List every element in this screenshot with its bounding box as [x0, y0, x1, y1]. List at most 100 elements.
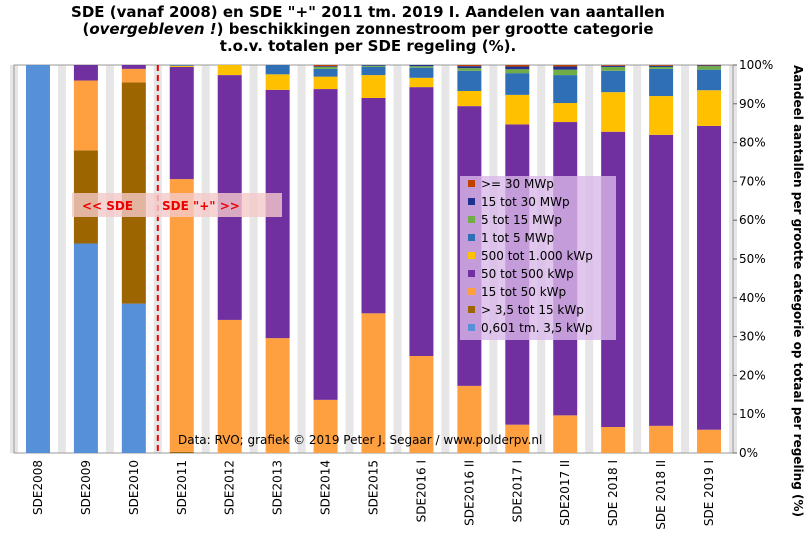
bar-segment [362, 75, 386, 98]
bar-segment [649, 67, 673, 69]
stripe [346, 65, 354, 453]
bar-segment [697, 70, 721, 91]
legend-label: >= 30 MWp [481, 177, 554, 191]
title-line: (overgebleven !) beschikkingen zonnestro… [82, 20, 653, 38]
legend-swatch [468, 234, 475, 241]
bar-segment [314, 67, 338, 69]
bar-segment [409, 65, 433, 66]
y-tick-label: 90% [739, 97, 766, 111]
bar-segment [649, 69, 673, 96]
bar-segment [505, 69, 529, 73]
bar-segment [697, 65, 721, 66]
bar-segment [697, 90, 721, 126]
bar-segment [457, 91, 481, 106]
y-tick-label: 70% [739, 174, 766, 188]
stripe [298, 65, 306, 453]
bar-segment [170, 67, 194, 179]
x-tick-label: SDE 2018 II [654, 460, 668, 530]
legend-label: 1 tot 5 MWp [481, 231, 554, 245]
bar-segment [505, 73, 529, 95]
title-line: SDE (vanaf 2008) en SDE "+" 2011 tm. 201… [71, 3, 665, 21]
y-tick-label: 40% [739, 291, 766, 305]
annotation: << SDE [82, 199, 133, 213]
x-tick-label: SDE2014 [319, 460, 333, 515]
bar-segment [601, 427, 625, 453]
bar-segment [266, 65, 290, 74]
stripe [633, 65, 641, 453]
x-tick-label: SDE 2018 I [606, 460, 620, 526]
bar-segment [409, 78, 433, 87]
bar-segment [505, 95, 529, 124]
bar-segment [122, 304, 146, 453]
x-tick-label: SDE2017 II [558, 460, 572, 526]
bar-segment [505, 65, 529, 67]
x-tick-label: SDE2008 [31, 460, 45, 515]
bar-segment [74, 65, 98, 81]
bar-segment [601, 67, 625, 71]
bar-segment [553, 70, 577, 75]
legend-swatch [468, 306, 475, 313]
bar-segment [362, 67, 386, 75]
bar-segment [314, 66, 338, 67]
bar-segment [314, 89, 338, 400]
legend-label: > 3,5 tot 15 kWp [481, 303, 584, 317]
bar-segment [457, 71, 481, 91]
bar-segment [362, 66, 386, 67]
stripe [106, 65, 114, 453]
bar-segment [122, 69, 146, 83]
bar-segment [553, 67, 577, 70]
bar-segment [697, 66, 721, 69]
bar-segment [697, 126, 721, 430]
title-line: t.o.v. totalen per SDE regeling (%). [220, 37, 516, 55]
stripe [202, 65, 210, 453]
legend-label: 15 tot 50 kWp [481, 285, 566, 299]
y-tick-label: 60% [739, 213, 766, 227]
stripe [441, 65, 449, 453]
bar-segment [505, 67, 529, 70]
y-tick-label: 80% [739, 136, 766, 150]
bar-segment [74, 243, 98, 453]
y-tick-label: 10% [739, 407, 766, 421]
bar-segment [266, 74, 290, 90]
y-tick-label: 30% [739, 330, 766, 344]
x-tick-label: SDE 2019 I [702, 460, 716, 526]
legend-label: 5 tot 15 MWp [481, 213, 562, 227]
x-tick-label: SDE2011 [175, 460, 189, 515]
bar-segment [649, 135, 673, 426]
stripe [58, 65, 66, 453]
x-tick-label: SDE2016 II [462, 460, 476, 526]
legend-label: 15 tot 30 MWp [481, 195, 570, 209]
title-part: overgebleven ! [89, 20, 216, 38]
bar-segment [218, 65, 242, 75]
bar-segment [314, 77, 338, 89]
bar-segment [649, 65, 673, 66]
bar-segment [601, 66, 625, 67]
x-tick-label: SDE2016 I [414, 460, 428, 522]
legend-swatch [468, 216, 475, 223]
bar-segment [457, 66, 481, 68]
stripe [250, 65, 258, 453]
bar-segment [457, 68, 481, 71]
legend-swatch [468, 324, 475, 331]
bar-segment [409, 68, 433, 78]
bar-segment [170, 65, 194, 66]
bar-segment [601, 65, 625, 66]
bar-segment [649, 66, 673, 67]
legend-swatch [468, 198, 475, 205]
y-tick-label: 100% [739, 58, 773, 72]
title-part: ) beschikkingen zonnestroom per grootte … [217, 20, 654, 38]
bar-segment [170, 179, 194, 452]
bar-segment [697, 430, 721, 453]
bar-segment [26, 65, 50, 453]
bar-segment [553, 65, 577, 67]
bar-segment [362, 65, 386, 66]
legend-swatch [468, 288, 475, 295]
legend-swatch [468, 270, 475, 277]
legend-label: 50 tot 500 kWp [481, 267, 574, 281]
x-tick-label: SDE2017 I [510, 460, 524, 522]
x-tick-label: SDE2015 [367, 460, 381, 515]
legend-label: 500 tot 1.000 kWp [481, 249, 593, 263]
title-part: ( [82, 20, 89, 38]
bar-segment [409, 66, 433, 68]
